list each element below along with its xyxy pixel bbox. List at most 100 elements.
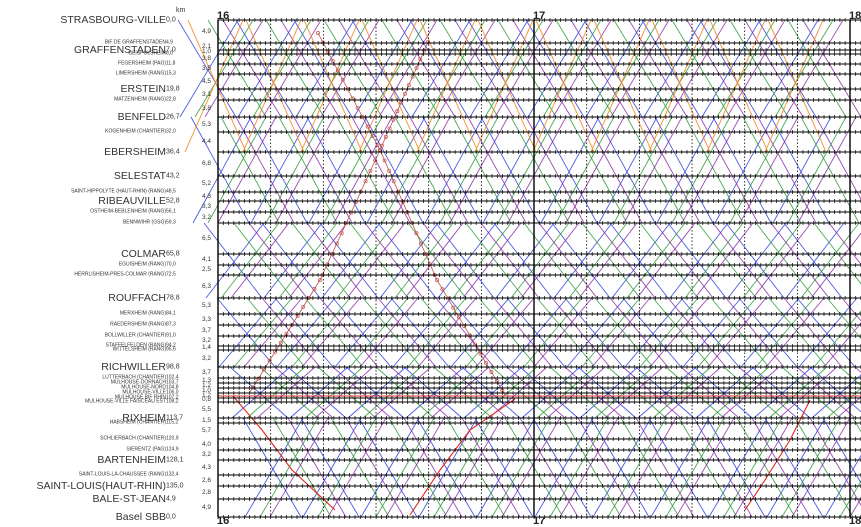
hour-label-17-bottom: 17 <box>533 515 546 527</box>
highlight-train-path <box>744 399 811 511</box>
station-km: 94,2 <box>166 342 176 349</box>
train-path <box>194 19 834 118</box>
section-distance: 6,3 <box>202 282 212 290</box>
station-km: 132,4 <box>166 471 179 478</box>
train-dot <box>387 168 392 173</box>
train-dot <box>382 158 387 163</box>
station-km: 78,8 <box>166 294 180 302</box>
section-distance: 3,1 <box>202 90 212 98</box>
station-km: 32,0 <box>166 128 176 135</box>
train-dot <box>440 287 445 292</box>
train-path <box>205 222 845 299</box>
section-distance: 1,5 <box>202 416 212 424</box>
station-km: 98,8 <box>166 363 180 371</box>
train-path <box>230 222 861 299</box>
train-dot <box>370 134 375 138</box>
station-km: 0,0 <box>166 513 176 521</box>
station-km: 113,7 <box>166 414 183 422</box>
section-distance: 3,8 <box>202 104 212 112</box>
station-km: 59,3 <box>166 219 176 226</box>
section-distance: 1,0 <box>202 47 212 55</box>
train-path <box>204 19 844 118</box>
train-dot <box>478 351 483 356</box>
station-km: 43,2 <box>166 172 180 180</box>
train-dot <box>414 65 419 70</box>
train-path <box>248 222 861 299</box>
section-distance: 6,8 <box>202 159 212 167</box>
station-km: 115,2 <box>166 419 179 426</box>
train-path <box>184 19 824 153</box>
train-dot <box>301 304 306 309</box>
train-dot <box>316 31 320 35</box>
station-name: ROUFFACH <box>108 291 166 304</box>
station-name: COLMAR <box>121 247 166 260</box>
section-distance: 6,5 <box>202 234 212 242</box>
section-distance: 3,3 <box>202 315 212 323</box>
train-path <box>218 297 858 368</box>
station-km: 11,8 <box>166 60 176 67</box>
section-distance: 4,9 <box>202 503 212 511</box>
station-km: 128,1 <box>166 456 184 464</box>
station-km: 91,0 <box>166 332 176 339</box>
train-dot <box>375 143 380 148</box>
train-dot <box>340 77 345 82</box>
station-km: 107,2 <box>166 394 179 401</box>
station-name: RAEDERSHEIM (RANG) <box>110 321 166 328</box>
station-name: BENFELD <box>117 110 166 123</box>
station-km: 4,9 <box>166 39 173 46</box>
train-dot <box>451 305 456 310</box>
train-dot <box>403 91 407 96</box>
station-km: 0,0 <box>166 16 176 24</box>
section-distance: 3,2 <box>202 354 212 362</box>
train-path <box>222 19 861 118</box>
train-dot <box>379 143 384 148</box>
station-km: 84,1 <box>166 310 176 317</box>
section-distance: 4,9 <box>202 27 212 35</box>
station-km: 104,8 <box>166 384 179 391</box>
station-km: 95,6 <box>166 346 176 353</box>
hour-label-17-top: 17 <box>533 10 546 22</box>
station-name: EGUISHEIM (RANG) <box>118 261 166 268</box>
station-name: RIXHEIM <box>122 411 166 424</box>
station-name: SIERENTZ (PAG) <box>126 446 166 453</box>
time-grid <box>217 18 861 519</box>
train-path <box>233 297 861 368</box>
train-dot <box>400 200 405 204</box>
train-dot <box>267 358 272 363</box>
train-path <box>177 19 817 118</box>
station-name: SAINT-LOUIS-LA-CHAUSSEE (RANG) <box>78 471 166 478</box>
train-dot <box>330 59 335 64</box>
section-distance: 4,4 <box>202 137 212 145</box>
station-km: 8,0 <box>166 50 173 57</box>
station-name: HERRLISHEIM-PRES-COLMAR (RANG) <box>74 271 166 278</box>
station-km: 19,8 <box>166 85 180 93</box>
train-dot <box>426 40 430 44</box>
station-name: RIBEAUVILLE <box>98 194 166 207</box>
hour-label-16-bottom: 16 <box>217 515 230 527</box>
train-path <box>207 19 847 118</box>
station-km: 135,0 <box>166 482 184 490</box>
train-dot <box>410 74 415 79</box>
station-km: 15,3 <box>166 70 176 77</box>
train-dot <box>334 241 339 246</box>
hour-label-18-top: 18 <box>849 10 861 22</box>
station-name: FEGERSHEIM (PAG) <box>118 60 166 67</box>
train-dot <box>318 278 322 282</box>
train-dot <box>406 83 411 88</box>
station-km: 65,8 <box>166 250 180 258</box>
station-name: KOGENHEIM (CHANTIER) <box>105 128 166 135</box>
station-km: 4,9 <box>166 495 176 503</box>
station-name: GEISPOLSHEIM <box>128 50 166 57</box>
station-name: LIMERSHEIM (RANG) <box>115 70 166 77</box>
station-name: HABSHEIM (CHANTIER) <box>109 419 166 426</box>
station-name: GRAFFENSTADEN <box>74 43 166 56</box>
station-km: 56,1 <box>166 208 176 215</box>
train-dot <box>339 231 344 236</box>
train-path <box>233 222 861 299</box>
train-path <box>259 417 861 518</box>
station-name: MULHOUSE-NORD <box>121 384 166 391</box>
station-name: Basel SBB <box>115 510 166 523</box>
station-km: 26,7 <box>166 113 180 121</box>
train-path <box>220 116 860 224</box>
section-distance: 1,0 <box>202 386 212 394</box>
